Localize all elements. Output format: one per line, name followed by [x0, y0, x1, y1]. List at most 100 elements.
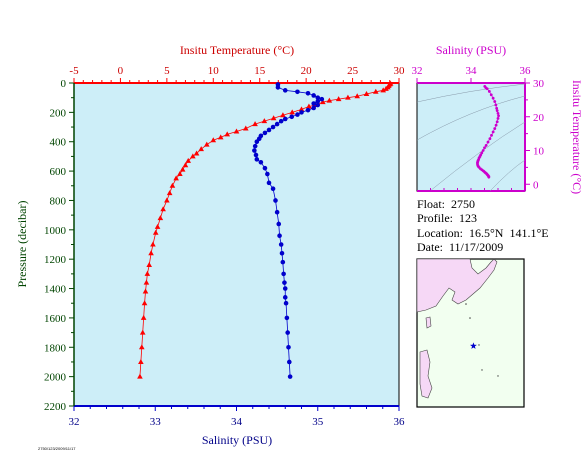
- salinity-point: [252, 148, 257, 153]
- ts-point: [485, 87, 489, 91]
- ts-point: [488, 137, 492, 141]
- salinity-point: [281, 271, 286, 277]
- temperature-point: [144, 270, 151, 276]
- temperature-point: [298, 106, 305, 112]
- info-date: Date: 11/17/2009: [417, 240, 504, 254]
- pressure-tick-label: 2000: [44, 372, 67, 384]
- temperature-point: [138, 344, 145, 350]
- ts-temperature-tick-label: 30: [533, 78, 545, 90]
- map-land-philippines: [419, 349, 433, 399]
- salinity-point: [279, 251, 285, 256]
- salinity-point: [311, 105, 316, 111]
- map-land-japan-korea: [416, 258, 498, 313]
- temperature-point: [157, 215, 164, 221]
- temperature-point: [383, 85, 389, 91]
- ts-point: [493, 127, 497, 130]
- temperature-point: [142, 288, 149, 294]
- salinity-point: [266, 180, 272, 186]
- temperature-point: [217, 134, 224, 140]
- temperature-point: [146, 262, 153, 268]
- temperature-point: [148, 250, 154, 256]
- temperature-point: [173, 175, 179, 181]
- ts-temperature-axis-title: Insitu Temperature (°C): [570, 80, 584, 194]
- temperature-tick-label: 25: [347, 65, 359, 77]
- salinity-point: [282, 280, 287, 285]
- pressure-tick-label: 0: [61, 78, 67, 90]
- ts-point: [490, 133, 493, 137]
- salinity-point: [282, 116, 288, 122]
- pressure-tick-label: 800: [50, 195, 67, 207]
- salinity-point: [295, 89, 300, 95]
- temperature-tick-label: 10: [208, 65, 220, 77]
- temperature-point: [193, 150, 200, 156]
- pressure-tick-label: 600: [50, 166, 67, 178]
- info-float: Float: 2750: [417, 197, 476, 211]
- pressure-tick-label: 400: [50, 137, 67, 149]
- profile-plot-area: [73, 82, 400, 407]
- salinity-point: [283, 300, 289, 306]
- temperature-point: [270, 115, 277, 121]
- temperature-point: [143, 279, 150, 285]
- temperature-tick-label: 20: [301, 65, 313, 77]
- salinity-point: [258, 159, 264, 165]
- ts-point: [491, 130, 495, 134]
- temperature-point: [138, 358, 144, 364]
- ts-point: [496, 117, 500, 120]
- salinity-axis-title: Salinity (PSU): [202, 433, 272, 447]
- salinity-tick-label: 35: [312, 416, 324, 428]
- salinity-point: [287, 374, 293, 379]
- ts-salinity-tick-label: 34: [466, 65, 478, 77]
- salinity-point: [285, 330, 290, 335]
- ts-point: [487, 90, 491, 93]
- salinity-point: [305, 107, 311, 113]
- salinity-point: [287, 359, 292, 365]
- salinity-point: [278, 118, 284, 124]
- temperature-point: [137, 373, 143, 379]
- pressure-tick-label: 1600: [44, 313, 67, 325]
- pressure-tick-label: 2200: [44, 401, 67, 413]
- salinity-point: [254, 139, 260, 145]
- ts-diagram: 32 34 36 0 10 20 30 Salinity (PSU) Insitu Temp…: [412, 43, 585, 194]
- ts-temperature-tick-label: 20: [533, 112, 545, 124]
- pressure-tick-label: 1000: [44, 225, 67, 237]
- ts-point: [493, 100, 497, 103]
- temperature-tick-label: 30: [394, 65, 406, 77]
- temperature-point: [335, 96, 342, 102]
- temperature-point: [177, 171, 183, 177]
- salinity-point: [273, 198, 278, 203]
- profile-plot: 0200400600800100012001400160018002000220…: [15, 43, 405, 447]
- temperature-point: [152, 229, 159, 235]
- density-contours: [416, 83, 526, 192]
- temperature-point: [242, 125, 249, 131]
- temperature-tick-label: 15: [254, 65, 266, 77]
- temperature-tick-label: 5: [164, 65, 170, 77]
- ts-salinity-axis-title: Salinity (PSU): [436, 43, 506, 57]
- temperature-point: [141, 300, 148, 306]
- temperature-point: [224, 131, 231, 137]
- density-contour-4: [489, 159, 526, 192]
- salinity-point: [274, 121, 280, 127]
- salinity-point: [262, 130, 268, 136]
- salinity-point: [305, 90, 311, 96]
- salinity-point: [311, 93, 316, 98]
- temperature-point: [320, 99, 326, 105]
- pressure-tick-label: 1800: [44, 342, 67, 354]
- salinity-point: [254, 157, 260, 162]
- ts-point: [497, 114, 500, 118]
- salinity-point: [270, 124, 276, 130]
- ts-salinity-tick-label: 36: [520, 65, 532, 77]
- map-land-taiwan: [425, 316, 432, 329]
- ts-temperature-tick-label: 0: [533, 179, 539, 191]
- salinity-tick-label: 34: [231, 416, 243, 428]
- pressure-axis-title: Pressure (decibar): [15, 201, 29, 288]
- info-location: Location: 16.5°N 141.1°E: [417, 226, 549, 240]
- temperature-point: [306, 103, 312, 109]
- temperature-point: [326, 97, 333, 103]
- temperature-axis-title: Insitu Temperature (°C): [180, 43, 294, 57]
- temperature-point: [160, 206, 166, 212]
- footer-tag: 2750/123/2009/11/17: [38, 446, 76, 451]
- ts-plot-area: [416, 82, 526, 192]
- salinity-point: [262, 165, 268, 171]
- ts-point: [496, 111, 500, 115]
